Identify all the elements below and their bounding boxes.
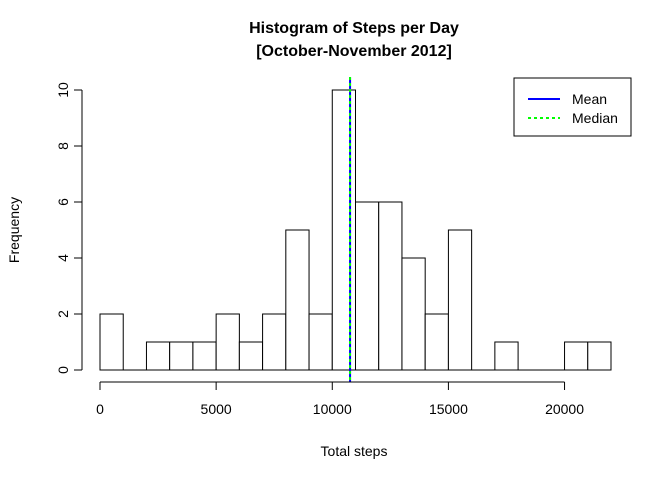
histogram-bar	[308, 313, 333, 371]
y-tick-label: 10	[55, 82, 71, 98]
histogram-bar	[355, 201, 380, 371]
histogram-bar	[238, 341, 264, 371]
histogram-bar	[262, 313, 287, 371]
y-tick-label: 0	[55, 366, 71, 374]
mean-legend-label: Mean	[572, 91, 607, 107]
histogram-bar	[331, 89, 357, 371]
histogram-bar	[494, 341, 519, 371]
x-tick-label: 20000	[545, 401, 584, 417]
y-axis: 0 2 4 6 8 10	[55, 82, 83, 374]
histogram-bar	[447, 229, 473, 371]
legend: Mean Median	[513, 77, 632, 137]
x-axis-label: Total steps	[321, 443, 388, 459]
histogram-bar	[192, 341, 217, 371]
histogram-bar	[401, 257, 426, 371]
histogram-bar	[215, 313, 240, 371]
histogram-bar	[378, 201, 403, 371]
histogram-bar	[424, 313, 449, 371]
x-tick-label: 5000	[201, 401, 232, 417]
histogram-bar	[169, 341, 194, 371]
legend-box	[513, 77, 632, 137]
x-tick-label: 15000	[429, 401, 468, 417]
histogram-bar	[587, 341, 612, 371]
y-tick-label: 2	[55, 310, 71, 318]
histogram-bar	[99, 313, 124, 371]
x-tick-label: 0	[96, 401, 104, 417]
y-tick-label: 6	[55, 198, 71, 206]
y-tick-label: 8	[55, 142, 71, 150]
histogram-bar	[564, 341, 589, 371]
chart-title: Histogram of Steps per Day	[249, 20, 459, 37]
y-tick-label: 4	[55, 254, 71, 262]
histogram-bar	[145, 341, 171, 371]
y-axis-label: Frequency	[6, 197, 22, 263]
median-legend-label: Median	[572, 110, 618, 126]
x-tick-label: 10000	[313, 401, 352, 417]
x-axis: 0 5000 10000 15000 20000	[96, 381, 584, 417]
histogram-bar	[285, 229, 310, 371]
chart-subtitle: [October-November 2012]	[256, 43, 452, 60]
